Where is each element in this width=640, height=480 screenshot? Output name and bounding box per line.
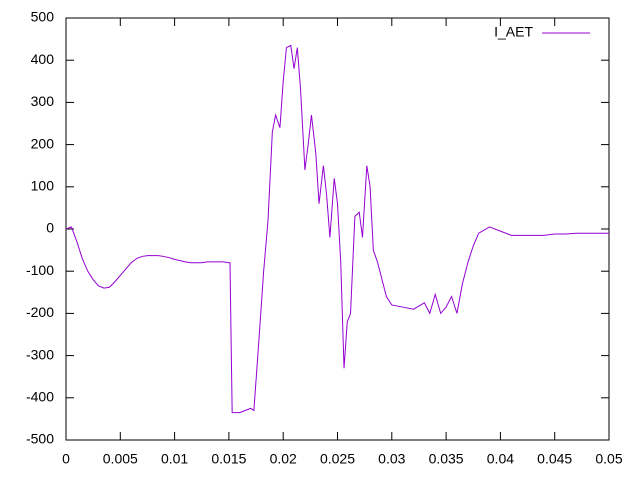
y-tick-label: -400 <box>26 389 54 405</box>
legend-label: I_AET <box>494 24 533 40</box>
y-tick-label: 0 <box>46 220 54 236</box>
x-tick-label: 0.02 <box>270 451 297 467</box>
y-tick-label: 100 <box>31 178 55 194</box>
x-tick-label: 0.025 <box>320 451 355 467</box>
x-tick-label: 0.045 <box>537 451 572 467</box>
plot-border <box>65 17 610 441</box>
y-tick-label: -300 <box>26 346 54 362</box>
y-tick-label: 300 <box>31 93 55 109</box>
x-tick-label: 0.005 <box>103 451 138 467</box>
x-tick-label: 0.04 <box>487 451 514 467</box>
x-tick-label: 0.05 <box>595 451 622 467</box>
x-tick-label: 0.035 <box>429 451 464 467</box>
y-tick-label: -100 <box>26 262 54 278</box>
line-series <box>65 44 609 414</box>
x-tick-label: 0 <box>62 451 70 467</box>
y-tick-label: 400 <box>31 51 55 67</box>
y-tick-label: -500 <box>26 431 54 447</box>
y-tick-label: -200 <box>26 304 54 320</box>
y-tick-label: 200 <box>31 135 55 151</box>
x-tick-label: 0.015 <box>211 451 246 467</box>
x-tick-label: 0.03 <box>378 451 405 467</box>
x-tick-label: 0.01 <box>161 451 188 467</box>
y-tick-label: 500 <box>31 9 55 25</box>
